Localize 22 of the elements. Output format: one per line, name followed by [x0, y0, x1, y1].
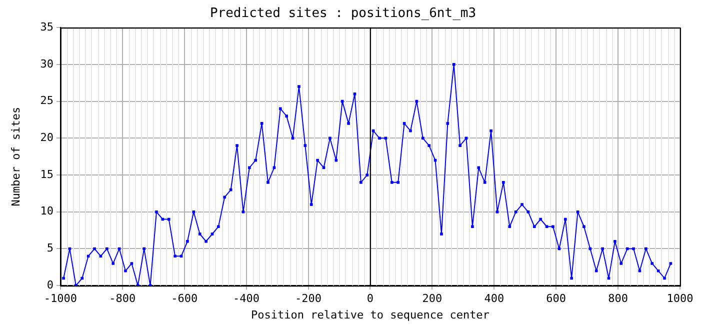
- y-tick-label: 35: [40, 20, 54, 34]
- x-tick-label: 600: [546, 292, 566, 306]
- chart-title: Predicted sites : positions_6nt_m3: [210, 6, 476, 22]
- x-tick-label: -200: [295, 292, 322, 306]
- x-axis-title: Position relative to sequence center: [251, 308, 490, 322]
- x-tick-label: -400: [233, 292, 260, 306]
- x-tick-label: -600: [171, 292, 198, 306]
- x-tick-label: 800: [608, 292, 628, 306]
- y-tick-label: 25: [40, 94, 54, 108]
- x-tick-label: -1000: [44, 292, 78, 306]
- x-tick-label: 1000: [666, 292, 694, 306]
- x-tick-label: 200: [422, 292, 442, 306]
- y-tick-label: 15: [40, 168, 54, 181]
- y-tick-label: 30: [40, 57, 54, 70]
- y-tick-label: 10: [40, 204, 54, 218]
- x-tick-label: 400: [484, 292, 504, 306]
- y-axis-title: Number of sites: [9, 106, 22, 206]
- x-tick-label: -800: [109, 292, 136, 306]
- y-tick-label: 20: [40, 131, 54, 144]
- y-tick-label: 0: [46, 278, 54, 292]
- y-tick-label: 5: [46, 242, 54, 255]
- x-tick-label: 0: [366, 292, 374, 306]
